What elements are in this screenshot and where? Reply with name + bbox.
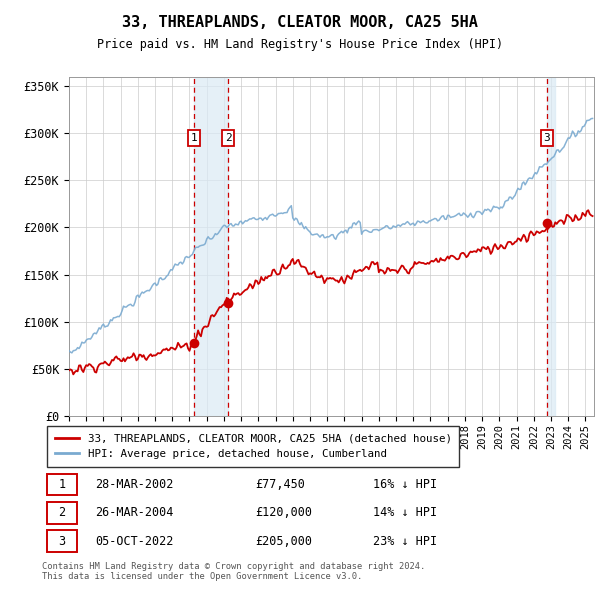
Text: 05-OCT-2022: 05-OCT-2022	[95, 535, 174, 548]
FancyBboxPatch shape	[47, 530, 77, 552]
Text: 28-MAR-2002: 28-MAR-2002	[95, 478, 174, 491]
Text: Price paid vs. HM Land Registry's House Price Index (HPI): Price paid vs. HM Land Registry's House …	[97, 38, 503, 51]
Bar	[194, 77, 228, 416]
Text: £120,000: £120,000	[256, 506, 313, 519]
Text: Contains HM Land Registry data © Crown copyright and database right 2024.
This d: Contains HM Land Registry data © Crown c…	[42, 562, 425, 581]
Bar	[547, 77, 555, 416]
Legend: 33, THREAPLANDS, CLEATOR MOOR, CA25 5HA (detached house), HPI: Average price, de: 33, THREAPLANDS, CLEATOR MOOR, CA25 5HA …	[47, 426, 459, 467]
FancyBboxPatch shape	[47, 474, 77, 496]
Text: £205,000: £205,000	[256, 535, 313, 548]
Text: 3: 3	[58, 535, 65, 548]
Text: 33, THREAPLANDS, CLEATOR MOOR, CA25 5HA: 33, THREAPLANDS, CLEATOR MOOR, CA25 5HA	[122, 15, 478, 30]
Text: 2: 2	[225, 133, 232, 143]
Text: 26-MAR-2004: 26-MAR-2004	[95, 506, 174, 519]
FancyBboxPatch shape	[47, 502, 77, 524]
Text: 1: 1	[190, 133, 197, 143]
Text: 2: 2	[58, 506, 65, 519]
Text: 3: 3	[543, 133, 550, 143]
Text: 16% ↓ HPI: 16% ↓ HPI	[373, 478, 437, 491]
Text: 14% ↓ HPI: 14% ↓ HPI	[373, 506, 437, 519]
Text: 1: 1	[58, 478, 65, 491]
Text: 23% ↓ HPI: 23% ↓ HPI	[373, 535, 437, 548]
Text: £77,450: £77,450	[256, 478, 305, 491]
